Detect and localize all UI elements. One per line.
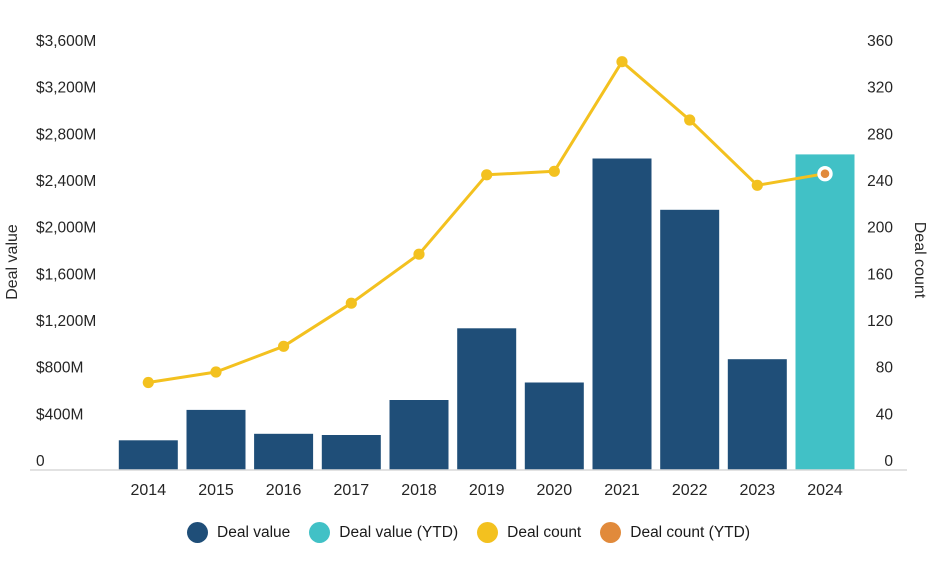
deal-count-marker-2018 <box>413 248 425 260</box>
legend-swatch-icon <box>600 522 622 543</box>
deal-count-ytd-marker-2024 <box>817 165 833 182</box>
bar-2017 <box>321 435 381 470</box>
legend-swatch-icon <box>187 522 209 543</box>
legend-item-deal-count-ytd: Deal count (YTD) <box>600 522 750 543</box>
legend-item-deal-count: Deal count <box>477 522 581 543</box>
right-axis-tick-label: 240 <box>867 173 893 190</box>
x-axis-label-2023: 2023 <box>740 482 776 499</box>
left-axis-tick-label: $2,000M <box>36 220 96 237</box>
bar-2022 <box>660 209 720 471</box>
left-axis-tick-label: $2,800M <box>36 126 96 143</box>
bar-2014 <box>118 440 178 471</box>
bar-2020 <box>524 382 584 470</box>
deal-count-marker-2020 <box>548 165 560 177</box>
left-axis-tick-label: $1,200M <box>36 313 96 330</box>
x-axis-label-2017: 2017 <box>334 482 370 499</box>
right-axis-tick-label: 280 <box>867 126 893 143</box>
legend-label: Deal value <box>217 523 291 541</box>
deal-count-marker-2015 <box>210 366 222 378</box>
x-axis-label-2020: 2020 <box>537 482 573 499</box>
deal-count-marker-2019 <box>481 169 493 181</box>
left-axis-title: Deal value <box>4 224 21 300</box>
legend-swatch-icon <box>477 522 499 543</box>
bar-2021 <box>592 158 652 470</box>
legend-label: Deal value (YTD) <box>339 523 459 541</box>
deal-count-marker-2023 <box>751 179 763 191</box>
right-axis-tick-label: 80 <box>876 360 894 377</box>
x-axis-label-2022: 2022 <box>672 482 708 499</box>
right-axis-tick-label: 40 <box>876 406 894 423</box>
bars-group <box>118 154 855 471</box>
x-axis-label-2024: 2024 <box>807 482 843 499</box>
right-axis-tick-label: 200 <box>867 220 893 237</box>
bar-2019 <box>457 328 517 471</box>
right-axis-tick-label: 0 <box>884 453 893 470</box>
x-axis-label-2015: 2015 <box>198 482 234 499</box>
bar-2016 <box>254 433 314 470</box>
right-axis-title: Deal count <box>911 222 928 299</box>
legend-swatch-icon <box>309 522 331 543</box>
deal-count-marker-2016 <box>278 340 290 352</box>
legend-label: Deal count (YTD) <box>630 523 750 541</box>
right-axis-tick-label: 320 <box>867 80 893 97</box>
legend-item-deal-value-ytd: Deal value (YTD) <box>309 522 458 543</box>
bar-2023 <box>727 359 787 470</box>
line-group <box>142 56 833 389</box>
left-axis-tick-label: 0 <box>36 453 45 470</box>
x-axis-label-2021: 2021 <box>604 482 640 499</box>
deal-count-marker-2021 <box>616 56 628 68</box>
legend-item-deal-value: Deal value <box>187 522 290 543</box>
x-axis-label-2016: 2016 <box>266 482 302 499</box>
x-axis-label-2019: 2019 <box>469 482 505 499</box>
bar-2015 <box>186 409 246 470</box>
left-axis-tick-label: $3,600M <box>36 33 96 50</box>
deal-count-marker-2022 <box>684 114 696 126</box>
x-axis-label-2018: 2018 <box>401 482 437 499</box>
axis-group: 0 $400M $800M $1,200M $1,600M $2,000M $2,400M $… <box>30 33 907 499</box>
legend-label: Deal count <box>507 523 582 541</box>
legend: Deal value Deal value (YTD) Deal count Deal… <box>0 522 937 543</box>
right-axis-tick-label: 160 <box>867 266 893 283</box>
bar-2018 <box>389 400 449 470</box>
left-axis-tick-label: $400M <box>36 406 83 423</box>
deal-count-marker-2017 <box>345 297 357 309</box>
left-axis-tick-label: $3,200M <box>36 80 96 97</box>
left-axis-tick-label: $800M <box>36 360 83 377</box>
left-axis-tick-label: $2,400M <box>36 173 96 190</box>
left-axis-tick-label: $1,600M <box>36 266 96 283</box>
right-axis-tick-label: 360 <box>867 33 893 50</box>
deal-count-marker-2014 <box>142 376 154 389</box>
x-axis-label-2014: 2014 <box>131 482 167 499</box>
bar-2024 <box>795 154 855 470</box>
right-axis-tick-label: 120 <box>867 313 893 330</box>
